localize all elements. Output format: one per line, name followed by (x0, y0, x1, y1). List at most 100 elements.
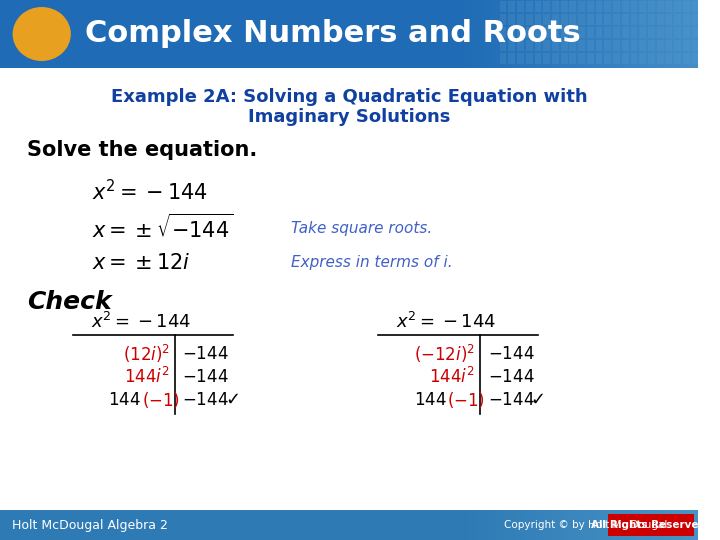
Bar (561, 53, 567, 64)
Bar (581, 0, 582, 68)
Bar (514, 510, 515, 540)
Bar (503, 0, 505, 68)
Bar (595, 53, 603, 64)
Bar (496, 510, 497, 540)
Bar (553, 0, 554, 68)
Bar (561, 40, 567, 51)
Bar (646, 0, 647, 68)
Bar (646, 510, 647, 540)
Bar (657, 0, 658, 68)
Bar (544, 14, 550, 25)
Text: $144i^2$: $144i^2$ (429, 367, 475, 387)
Bar (508, 1, 515, 12)
Bar (567, 510, 569, 540)
Bar (526, 1, 533, 12)
Bar (474, 0, 475, 68)
Bar (587, 1, 594, 12)
Bar (642, 0, 643, 68)
Bar (534, 510, 536, 540)
Bar (687, 510, 688, 540)
Bar (531, 0, 533, 68)
Bar (566, 0, 567, 68)
Bar (594, 510, 595, 540)
Bar (524, 510, 525, 540)
Bar (652, 0, 653, 68)
Bar (622, 0, 623, 68)
Bar (469, 510, 470, 540)
Bar (579, 0, 580, 68)
Bar (613, 14, 620, 25)
Bar (685, 510, 686, 540)
Bar (562, 510, 564, 540)
Bar (528, 0, 530, 68)
Text: $144$: $144$ (108, 391, 140, 409)
Bar (512, 510, 513, 540)
Bar (498, 510, 499, 540)
Bar (500, 27, 506, 38)
Bar (665, 27, 672, 38)
Bar (517, 0, 518, 68)
Bar (500, 1, 506, 12)
Bar (594, 0, 595, 68)
Bar (508, 0, 509, 68)
Bar (523, 0, 524, 68)
Bar (648, 0, 649, 68)
Bar (514, 0, 515, 68)
Bar (604, 14, 611, 25)
Bar (539, 0, 540, 68)
Bar (610, 0, 611, 68)
Bar (545, 510, 546, 540)
Bar (620, 510, 621, 540)
Bar (515, 510, 516, 540)
Bar (678, 510, 679, 540)
Bar (670, 510, 671, 540)
Bar (587, 53, 594, 64)
Bar (577, 510, 578, 540)
Bar (612, 510, 613, 540)
Text: $144i^2$: $144i^2$ (124, 367, 170, 387)
Bar (508, 510, 509, 540)
Bar (487, 510, 488, 540)
Bar (685, 0, 686, 68)
Bar (505, 0, 506, 68)
Bar (665, 53, 672, 64)
Bar (657, 27, 664, 38)
Bar (648, 27, 654, 38)
Bar (492, 0, 494, 68)
Bar (595, 14, 603, 25)
Bar (516, 510, 517, 540)
Bar (613, 1, 620, 12)
Bar (667, 510, 668, 540)
Bar (684, 0, 685, 68)
Bar (631, 0, 632, 68)
Bar (675, 0, 676, 68)
Text: Complex Numbers and Roots: Complex Numbers and Roots (86, 19, 581, 49)
Bar (566, 510, 567, 540)
Bar (463, 0, 464, 68)
Bar (470, 510, 472, 540)
Bar (613, 510, 614, 540)
Bar (517, 510, 518, 540)
Bar (619, 510, 620, 540)
Bar (588, 0, 589, 68)
Bar (511, 0, 512, 68)
Bar (550, 510, 551, 540)
Bar (677, 0, 678, 68)
Bar (481, 510, 482, 540)
Bar (470, 0, 472, 68)
Bar (616, 510, 617, 540)
Bar (513, 0, 514, 68)
Bar (683, 0, 684, 68)
Bar (636, 510, 637, 540)
Bar (683, 1, 690, 12)
Bar (480, 0, 481, 68)
Bar (583, 0, 584, 68)
Bar (534, 0, 536, 68)
Bar (502, 0, 503, 68)
Bar (670, 0, 671, 68)
Bar (639, 14, 646, 25)
Bar (480, 510, 481, 540)
Bar (519, 510, 520, 540)
Bar (552, 1, 559, 12)
Bar (586, 510, 587, 540)
